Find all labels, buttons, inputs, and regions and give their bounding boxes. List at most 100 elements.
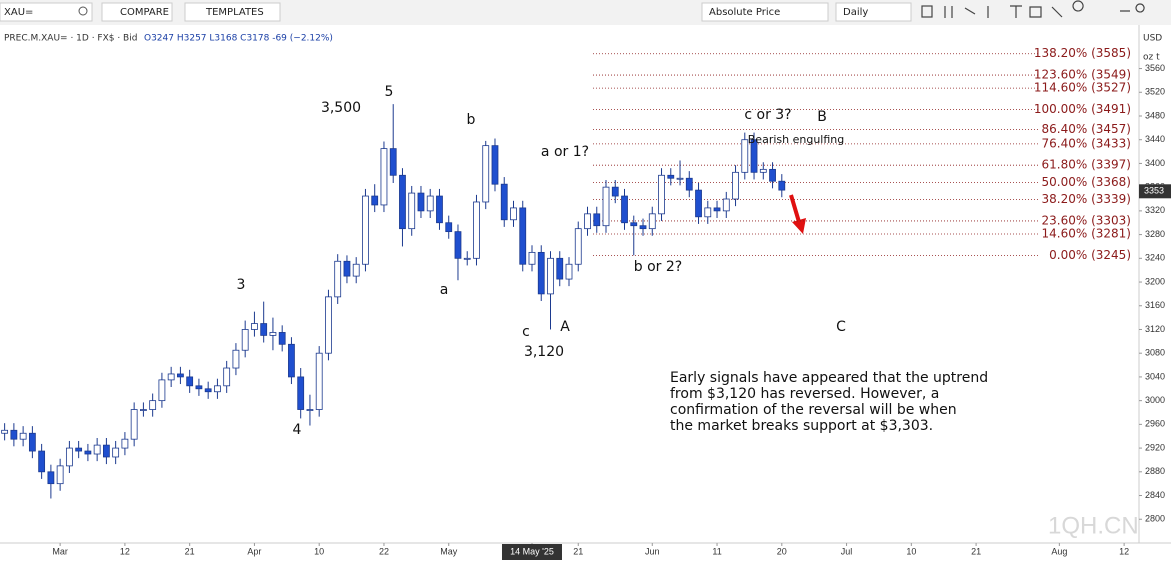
- wave-label: Bearish engulfing: [748, 133, 844, 146]
- candle-body: [10, 429, 18, 440]
- candle-body: [352, 263, 360, 277]
- compare-label[interactable]: COMPARE: [120, 7, 169, 18]
- candle-body: [38, 450, 46, 473]
- x-tick-label: 12: [120, 546, 130, 556]
- templates-button[interactable]: [184, 2, 281, 22]
- candle-body: [130, 409, 138, 440]
- candle-body: [602, 186, 610, 227]
- y-tick-label: 3200: [1145, 276, 1165, 286]
- y-tick-label: 3040: [1145, 371, 1165, 381]
- interval-label[interactable]: Daily: [843, 7, 868, 18]
- wave-label: 3,120: [524, 344, 564, 360]
- wave-label: B: [817, 109, 827, 125]
- candle-body: [399, 174, 406, 230]
- candle-body: [177, 373, 184, 378]
- symbol-input[interactable]: XAU=: [4, 7, 33, 18]
- candle-body: [288, 343, 295, 378]
- wave-label: C: [836, 319, 846, 335]
- candle-body: [306, 409, 314, 411]
- candle-body: [343, 260, 351, 277]
- candle-body: [482, 145, 490, 203]
- candle-body: [463, 257, 471, 260]
- fib-label: 123.60% (3549): [1034, 68, 1131, 82]
- search-icon[interactable]: [78, 6, 88, 16]
- x-tick-label: Apr: [247, 546, 261, 556]
- candle-body: [732, 171, 739, 200]
- wave-label: 3,500: [321, 100, 361, 116]
- last-price: 3353: [1144, 186, 1164, 196]
- y-tick-label: 3320: [1145, 205, 1165, 215]
- candle-body: [278, 332, 286, 345]
- x-tick-highlight: [501, 544, 562, 560]
- fib-label: 86.40% (3457): [1042, 122, 1131, 136]
- y-tick-label: 3280: [1145, 229, 1165, 239]
- candle-body: [102, 444, 110, 458]
- templates-label[interactable]: TEMPLATES: [205, 7, 264, 18]
- unit[interactable]: oz t: [1143, 53, 1160, 63]
- search-box[interactable]: [0, 2, 93, 22]
- x-tick-label: 10: [314, 546, 324, 556]
- candle-body: [28, 432, 36, 452]
- candle-body: [19, 432, 27, 440]
- compare-button[interactable]: [101, 2, 173, 22]
- candle-body: [473, 201, 480, 259]
- red-arrow: [789, 194, 806, 234]
- y-tick-label: 3520: [1145, 87, 1165, 97]
- candle-body: [611, 186, 619, 197]
- wave-label: A: [560, 319, 570, 335]
- candle-body: [639, 225, 647, 230]
- candle-body: [565, 263, 573, 280]
- candle-body: [547, 257, 554, 295]
- x-tick-label: 20: [777, 546, 787, 556]
- price-mode-label[interactable]: Absolute Price: [709, 7, 780, 18]
- candle-body: [380, 148, 388, 206]
- candle-body: [389, 148, 397, 176]
- toolbar: [0, 0, 1171, 25]
- candle-body: [695, 189, 702, 218]
- y-tick-label: 2880: [1145, 466, 1165, 476]
- y-tick-label: 3000: [1145, 395, 1165, 405]
- currency[interactable]: USD: [1143, 34, 1162, 44]
- candle-body: [537, 251, 545, 295]
- x-tick-label: 21: [573, 546, 583, 556]
- wave-label: 5: [385, 84, 394, 100]
- candle-body: [704, 207, 712, 218]
- candle-body: [574, 228, 582, 265]
- candle-body: [186, 376, 194, 387]
- candle-body: [685, 177, 693, 191]
- candle-body: [408, 192, 416, 230]
- candle-body: [232, 349, 240, 369]
- x-tick-label: Jun: [645, 546, 660, 556]
- candle-body: [759, 168, 767, 173]
- wave-label: a: [440, 282, 449, 298]
- x-tick-label: 14 May '25: [510, 546, 554, 556]
- candle-body: [140, 409, 147, 411]
- candle-body: [445, 222, 453, 233]
- ohlc-summary: O3247 H3257 L3168 C3178 -69 (−2.12%): [144, 34, 333, 44]
- fib-label: 100.00% (3491): [1034, 102, 1131, 116]
- wave-label: a or 1?: [541, 144, 589, 160]
- candle-body: [436, 195, 443, 224]
- candle-body: [204, 388, 212, 393]
- candle-body: [251, 323, 258, 330]
- last-price-tag: [1139, 184, 1171, 199]
- price-mode-select[interactable]: [701, 2, 829, 22]
- candle-body: [417, 192, 425, 212]
- interval-select[interactable]: [835, 2, 912, 22]
- x-tick-label: 21: [185, 546, 195, 556]
- candle-body: [362, 195, 369, 265]
- fib-label: 61.80% (3397): [1042, 158, 1131, 172]
- note-line: the market breaks support at $3,303.: [670, 418, 933, 434]
- candle-body: [528, 251, 536, 265]
- fib-label: 114.60% (3527): [1034, 81, 1131, 95]
- fib-label: 76.40% (3433): [1042, 136, 1131, 150]
- candle-body: [241, 329, 249, 351]
- fib-label: 14.60% (3281): [1042, 227, 1131, 241]
- wave-label: 3: [237, 277, 246, 293]
- candle-body: [260, 323, 268, 336]
- candle-body: [214, 385, 221, 393]
- candle-body: [426, 195, 434, 212]
- toolbar-icons[interactable]: [921, 0, 1145, 18]
- y-tick-label: 2920: [1145, 442, 1165, 452]
